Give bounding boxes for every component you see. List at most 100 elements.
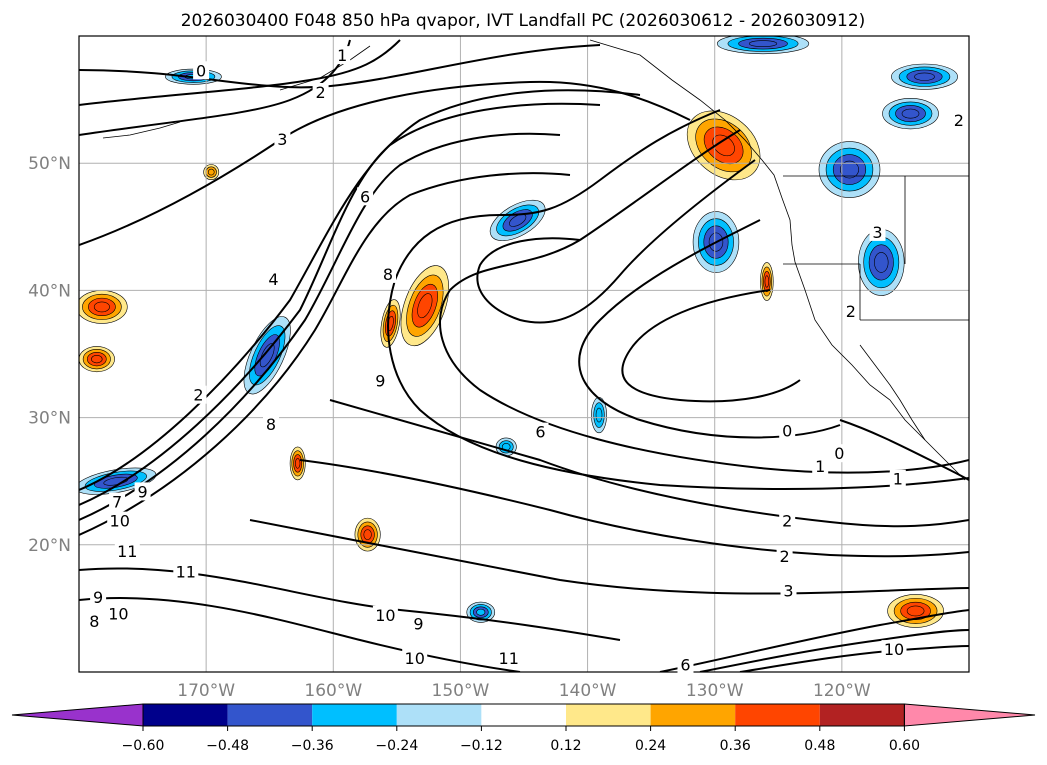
contour-label: 8 (86, 612, 103, 631)
contour-label-bg (831, 444, 848, 463)
contour-label-text: 1 (815, 457, 825, 476)
contour-label: 7 (109, 492, 126, 512)
colorbar-segment (566, 704, 651, 726)
contour-label-bg (532, 422, 549, 441)
lon-tick-label: 160°W (304, 681, 362, 701)
contour-label-bg (173, 562, 199, 581)
anomaly-pac-positive-1 (289, 446, 306, 481)
colorbar-segment (227, 704, 313, 726)
contour-line (79, 132, 561, 521)
contour-label-bg (265, 270, 282, 288)
anomaly-shade (839, 160, 859, 179)
contour-label: 1 (889, 469, 906, 489)
contour-label: 2 (312, 83, 329, 102)
colorbar-segment (312, 704, 397, 726)
lat-tick-label: 50°N (28, 154, 71, 174)
longitude-axis: 170°W 160°W 150°W 140°W 130°W 120°W (177, 681, 871, 701)
contour-label-bg (779, 421, 796, 440)
anomaly-shade (93, 301, 110, 313)
contour-line (476, 159, 756, 324)
contour-line (79, 597, 521, 672)
contour-label: 3 (869, 222, 886, 242)
anomaly-shade (764, 275, 770, 288)
colorbar: −0.60 −0.48 −0.36 −0.24 −0.12 0.12 0.24 0.36 0.4… (11, 703, 1036, 754)
contour-label-bg (312, 83, 329, 101)
lat-tick-label: 40°N (28, 281, 71, 301)
contour-label: 9 (134, 482, 151, 501)
contour-label-bg (107, 511, 133, 530)
contour-label: 2 (842, 301, 859, 321)
contour-line (79, 89, 641, 491)
anomaly-na-negative-3 (882, 97, 939, 130)
contour-label: 3 (274, 130, 291, 149)
contour-label-text: 8 (266, 415, 276, 434)
contour-label-text: 9 (413, 615, 423, 634)
contour-label-text: 1 (337, 46, 347, 65)
colorbar-segment (819, 704, 905, 726)
contour-label-text: 1 (893, 470, 903, 489)
contour-label-bg (193, 61, 210, 80)
contour-line (79, 102, 601, 506)
contour-label-bg (263, 415, 279, 433)
contour-label-bg (190, 385, 207, 404)
colorbar-outline (142, 703, 905, 727)
contour-label-bg (334, 46, 351, 65)
contour-label: 2 (779, 512, 796, 531)
contour-label-bg (134, 482, 151, 501)
contour-label-bg (812, 456, 829, 475)
contour-label: 2 (950, 111, 967, 130)
contour-label: 6 (677, 655, 694, 674)
lat-tick-label: 30°N (28, 409, 71, 429)
contour-label-text: 3 (783, 582, 793, 601)
contour-label-text: 10 (108, 605, 128, 624)
contour-label-text: 2 (954, 111, 964, 130)
anomaly-shade (874, 252, 889, 273)
contour-line (79, 39, 401, 106)
colorbar-segment (735, 704, 820, 726)
contour-label-text: 10 (110, 512, 130, 531)
anomaly-shade (91, 354, 103, 364)
anomaly-shade (295, 458, 301, 469)
contour-label-bg (380, 264, 396, 283)
chart-title: 2026030400 F048 850 hPa qvapor, IVT Land… (181, 11, 866, 31)
anomaly-shade (748, 40, 778, 48)
contour-label-bg (402, 649, 428, 667)
contour-label-text: 6 (680, 655, 690, 674)
contour-label: 2 (190, 385, 207, 405)
us-state-borders (783, 175, 969, 321)
contour-label-bg (109, 492, 126, 511)
anomaly-shade (509, 214, 527, 227)
coastline (102, 39, 969, 481)
contour-label-text: 10 (405, 649, 425, 668)
contour-label-text: 2 (846, 302, 856, 321)
anomaly-west-positive-1 (79, 290, 128, 324)
anomaly-pac-positive-3 (760, 262, 774, 301)
anomaly-north-negative-2 (891, 63, 958, 90)
contour-label: 10 (402, 649, 428, 668)
anomaly-shade (906, 605, 925, 617)
anomaly-shade (901, 108, 920, 119)
contour-label-text: 11 (117, 542, 137, 561)
contour-label: 1 (334, 46, 351, 65)
contour-label-text: 6 (360, 187, 370, 206)
colorbar-tick-label: −0.48 (206, 738, 249, 754)
contour-label: 11 (114, 542, 140, 561)
contour-label-text: 6 (535, 423, 545, 442)
contour-label: 11 (173, 562, 199, 582)
colorbar-segment (481, 704, 566, 726)
contour-label-bg (776, 547, 793, 566)
contour-line (79, 44, 601, 89)
colorbar-tick-label: −0.12 (460, 738, 503, 754)
contour-label-bg (90, 588, 107, 606)
contour-label: 10 (881, 640, 907, 659)
contour-label-text: 2 (193, 386, 203, 405)
contour-label-bg (889, 469, 906, 488)
colorbar-tick-label: 0.48 (804, 738, 835, 754)
anomaly-west-positive-2 (79, 346, 115, 373)
contour-line (79, 80, 691, 246)
contour-label: 4 (265, 270, 282, 289)
lon-tick-label: 140°W (559, 681, 617, 701)
contour-line (839, 419, 969, 481)
anomaly-pac-positive-2 (354, 517, 381, 552)
